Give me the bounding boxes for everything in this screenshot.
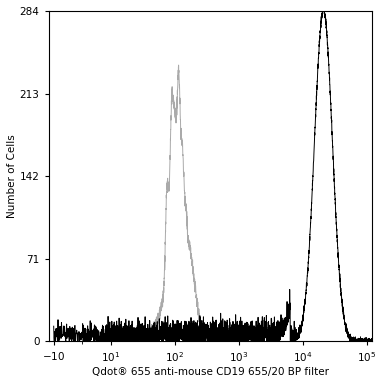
Y-axis label: Number of Cells: Number of Cells: [7, 134, 17, 218]
X-axis label: Qdot® 655 anti-mouse CD19 655/20 BP filter: Qdot® 655 anti-mouse CD19 655/20 BP filt…: [92, 367, 329, 377]
